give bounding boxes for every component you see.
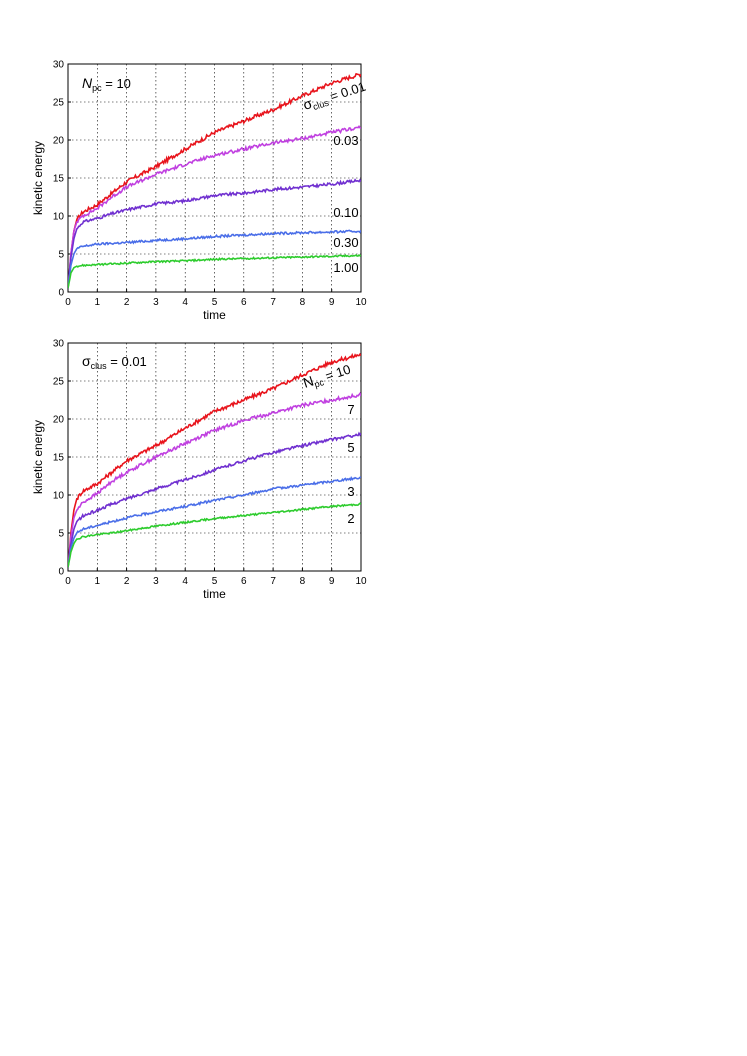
y-tick-label: 25 [53, 98, 65, 109]
x-tick-label: 4 [182, 576, 188, 587]
x-tick-label: 9 [329, 297, 335, 308]
x-tick-label: 3 [153, 297, 159, 308]
x-tick-label: 3 [153, 576, 159, 587]
x-tick-label: 1 [95, 576, 101, 587]
series-line-0.30 [68, 229, 361, 289]
y-tick-label: 20 [53, 136, 65, 147]
series-line-10 [68, 352, 361, 568]
y-axis-label: kinetic energy [31, 141, 45, 215]
y-tick-label: 30 [53, 60, 65, 71]
x-tick-label: 5 [212, 576, 218, 587]
panel-annotation-rest: = 10 [102, 76, 131, 91]
series-label-10: Npc = 10 [301, 361, 353, 393]
y-tick-label: 0 [58, 567, 64, 578]
series-label-1.00: 1.00 [333, 260, 358, 275]
series-header-eq: = [325, 86, 344, 105]
chart-1: 0 1 2 3 4 5 6 7 8 9 10 0 5 10 15 20 25 30 time kinetic ener… [31, 60, 368, 323]
series-header-sub: clus [312, 97, 331, 112]
y-tick-label: 5 [58, 529, 64, 540]
panel-annotation-rest: = 0.01 [107, 354, 147, 369]
panel-annotation: Npc = 10 [82, 75, 131, 93]
panel-annotation-sub: pc [92, 83, 102, 93]
y-tick-label: 10 [53, 212, 65, 223]
y-tick-label: 25 [53, 377, 65, 388]
series-line-3 [68, 476, 361, 568]
series-label-0.10: 0.10 [333, 205, 358, 220]
panel-annotation: σclus = 0.01 [82, 353, 147, 371]
x-tick-label: 6 [241, 297, 247, 308]
series-line-0.01 [68, 72, 361, 289]
x-tick-label: 8 [300, 576, 306, 587]
x-axis-label: time [203, 587, 226, 601]
x-tick-label: 9 [329, 576, 335, 587]
series-label-7: 7 [347, 402, 354, 417]
series-label-0.03: 0.03 [333, 133, 358, 148]
series-line-1.00 [68, 254, 361, 289]
y-tick-label: 15 [53, 453, 65, 464]
y-tick-label: 15 [53, 174, 65, 185]
series-header-sub: pc [313, 377, 326, 390]
series-header-main: N [301, 373, 316, 391]
series-line-2 [68, 502, 361, 568]
panel-annotation-main: σ [82, 353, 91, 369]
x-axis-label: time [203, 308, 226, 322]
series-label-value: 0.01 [339, 79, 368, 101]
x-tick-label: 6 [241, 576, 247, 587]
series-label-0.01: σclus = 0.01 [301, 78, 368, 115]
y-axis-label: kinetic energy [31, 420, 45, 494]
series-line-5 [68, 431, 361, 568]
y-tick-label: 5 [58, 250, 64, 261]
series-label-3: 3 [347, 484, 354, 499]
series-label-2: 2 [347, 511, 354, 526]
y-tick-label: 10 [53, 491, 65, 502]
x-tick-label: 10 [355, 576, 367, 587]
panel-annotation-sub: clus [91, 361, 108, 371]
y-tick-label: 30 [53, 339, 65, 350]
x-tick-label: 5 [212, 297, 218, 308]
series-line-0.10 [68, 178, 361, 289]
y-tick-label: 0 [58, 288, 64, 299]
x-tick-label: 0 [65, 576, 71, 587]
x-tick-label: 0 [65, 297, 71, 308]
series-label-0.30: 0.30 [333, 235, 358, 250]
x-tick-label: 2 [124, 297, 130, 308]
series-label-value: 10 [334, 361, 352, 380]
series-line-7 [68, 391, 361, 568]
x-tick-label: 7 [270, 576, 276, 587]
series-label-5: 5 [347, 440, 354, 455]
x-tick-label: 1 [95, 297, 101, 308]
x-tick-label: 2 [124, 576, 130, 587]
y-tick-label: 20 [53, 415, 65, 426]
series-header-eq: = [320, 366, 339, 385]
panel-annotation-main: N [82, 75, 93, 91]
x-tick-label: 4 [182, 297, 188, 308]
x-tick-label: 10 [355, 297, 367, 308]
x-tick-label: 8 [300, 297, 306, 308]
x-tick-label: 7 [270, 297, 276, 308]
series-line-0.03 [68, 125, 361, 289]
